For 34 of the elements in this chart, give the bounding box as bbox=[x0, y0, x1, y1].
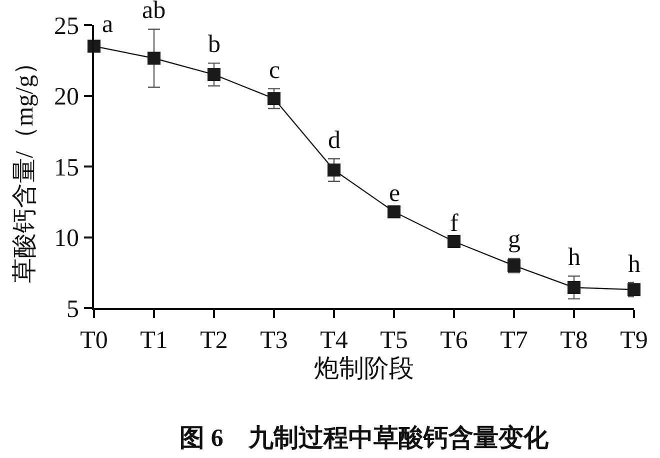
annotation: c bbox=[269, 57, 280, 84]
x-tick-label: T9 bbox=[620, 327, 648, 354]
y-tick-label: 5 bbox=[66, 296, 79, 323]
x-tick-label: T4 bbox=[320, 327, 348, 354]
annotation: b bbox=[208, 31, 220, 58]
x-tick-label: T7 bbox=[500, 327, 528, 354]
y-tick-label: 20 bbox=[54, 84, 79, 110]
point bbox=[388, 205, 400, 218]
point bbox=[148, 52, 160, 65]
annotation: e bbox=[389, 180, 400, 207]
y-tick-label: 15 bbox=[54, 154, 79, 182]
annotation: h bbox=[628, 251, 641, 278]
point bbox=[208, 68, 220, 82]
point bbox=[568, 280, 580, 294]
y-tick-label: 25 bbox=[54, 12, 79, 40]
annotation: ab bbox=[142, 0, 166, 24]
x-tick-label: T1 bbox=[140, 327, 168, 354]
y-tick-label: 10 bbox=[54, 225, 79, 252]
x-tick-label: T2 bbox=[200, 327, 228, 354]
annotation: d bbox=[328, 127, 341, 154]
text: 图 6 九制过程中草酸钙含量变化 bbox=[180, 424, 550, 452]
x-tick-label: T0 bbox=[80, 327, 108, 354]
point bbox=[328, 164, 340, 177]
x-tick-label: T5 bbox=[380, 327, 408, 354]
annotation: a bbox=[102, 11, 114, 38]
annotation: g bbox=[508, 226, 521, 253]
annotation: f bbox=[450, 210, 459, 237]
x-tick-label: T3 bbox=[260, 327, 288, 354]
x-axis-title: 炮制阶段 bbox=[314, 356, 414, 382]
x-tick-label: T8 bbox=[560, 327, 588, 354]
point bbox=[448, 235, 460, 248]
x-tick-label: T6 bbox=[440, 327, 468, 354]
annotation: h bbox=[568, 244, 581, 271]
y-axis-title: 草酸钙含量/（mg/g） bbox=[11, 50, 38, 284]
